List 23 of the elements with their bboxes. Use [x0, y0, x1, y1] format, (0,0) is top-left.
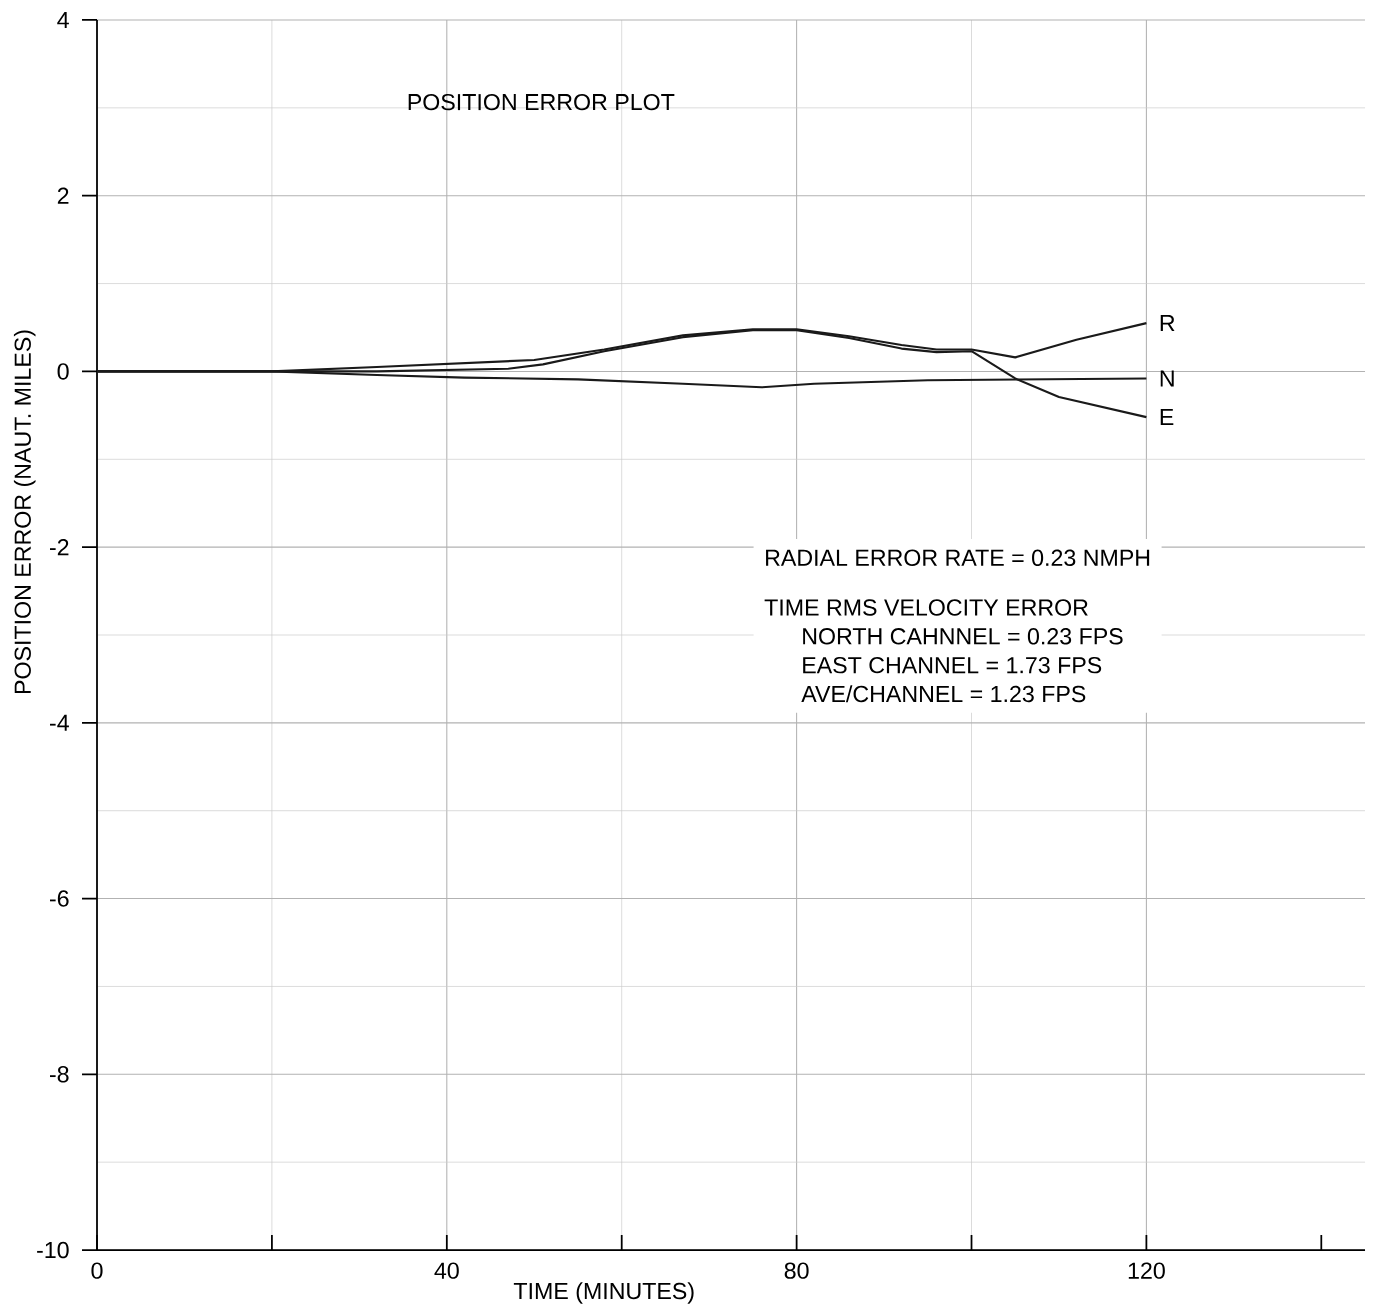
series-label: R	[1160, 315, 1175, 332]
y-axis-title: POSITION ERROR (NAUT. MILES)	[13, 330, 36, 694]
y-tick-label: -10	[37, 1241, 69, 1259]
x-axis-title: TIME (MINUTES)	[513, 1282, 694, 1304]
y-tick-label: -8	[50, 1066, 69, 1083]
annotation: NORTH CAHNNEL = 0.23 FPS	[803, 628, 1123, 645]
y-tick-label: -2	[50, 539, 69, 556]
y-tick-label: 4	[57, 11, 69, 28]
x-tick-label: 0	[91, 1262, 103, 1279]
x-tick-label: 40	[434, 1262, 459, 1279]
x-tick-label: 120	[1128, 1262, 1165, 1279]
annotation: AVE/CHANNEL = 1.23 FPS	[801, 685, 1086, 703]
text: POSITION ERROR PLOT	[408, 93, 675, 111]
series-label: N	[1160, 370, 1174, 387]
annotation: TIME RMS VELOCITY ERROR	[764, 599, 1088, 616]
series-label: E	[1160, 409, 1174, 426]
annotation: RADIAL ERROR RATE = 0.23 NMPH	[766, 549, 1150, 567]
y-tick-label: -6	[50, 890, 69, 907]
annotation: EAST CHANNEL = 1.73 FPS	[803, 656, 1102, 674]
y-tick-label: -4	[50, 714, 69, 731]
y-tick-label: 0	[57, 363, 69, 380]
y-tick-label: 2	[57, 187, 69, 204]
x-tick-label: 80	[784, 1262, 809, 1279]
